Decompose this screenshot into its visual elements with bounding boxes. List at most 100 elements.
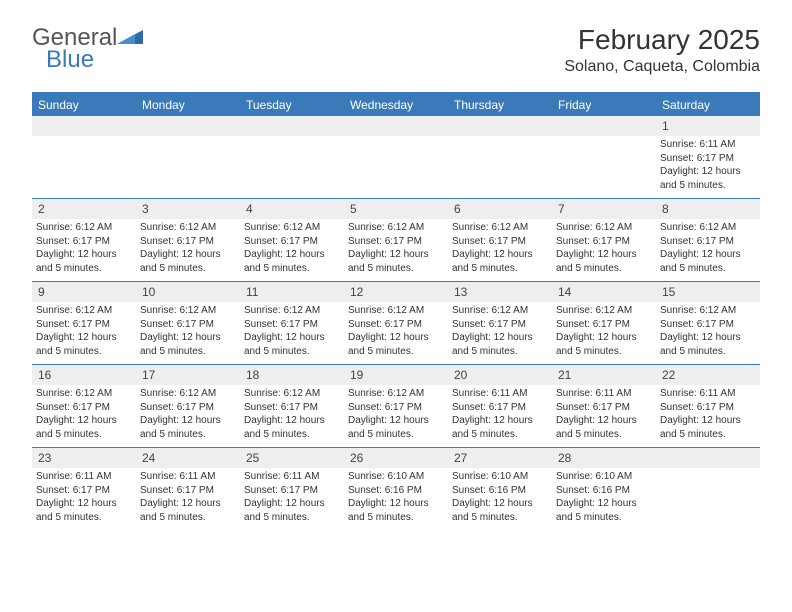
daylight-text: Daylight: 12 hours and 5 minutes. bbox=[556, 248, 652, 275]
day-cell: 12Sunrise: 6:12 AMSunset: 6:17 PMDayligh… bbox=[344, 282, 448, 364]
day-cell: 25Sunrise: 6:11 AMSunset: 6:17 PMDayligh… bbox=[240, 448, 344, 530]
title-block: February 2025 Solano, Caqueta, Colombia bbox=[564, 24, 760, 76]
day-cell bbox=[240, 116, 344, 198]
day-cell: 3Sunrise: 6:12 AMSunset: 6:17 PMDaylight… bbox=[136, 199, 240, 281]
day-number-row bbox=[32, 116, 136, 136]
sunset-text: Sunset: 6:17 PM bbox=[244, 484, 340, 498]
day-info: Sunrise: 6:11 AMSunset: 6:17 PMDaylight:… bbox=[556, 387, 652, 441]
sunset-text: Sunset: 6:17 PM bbox=[140, 484, 236, 498]
day-info: Sunrise: 6:12 AMSunset: 6:17 PMDaylight:… bbox=[140, 304, 236, 358]
day-info: Sunrise: 6:12 AMSunset: 6:17 PMDaylight:… bbox=[660, 221, 756, 275]
sunset-text: Sunset: 6:17 PM bbox=[660, 401, 756, 415]
day-cell: 6 Sunrise: 6:12 AMSunset: 6:17 PMDaylight… bbox=[448, 199, 552, 281]
sunrise-text: Sunrise: 6:12 AM bbox=[348, 221, 444, 235]
day-number-row: 21 bbox=[552, 365, 656, 385]
day-number: 5 bbox=[350, 202, 357, 216]
sunrise-text: Sunrise: 6:11 AM bbox=[36, 470, 132, 484]
daylight-text: Daylight: 12 hours and 5 minutes. bbox=[452, 414, 548, 441]
day-number: 7 bbox=[558, 202, 565, 216]
sunset-text: Sunset: 6:17 PM bbox=[660, 235, 756, 249]
daylight-text: Daylight: 12 hours and 5 minutes. bbox=[244, 497, 340, 524]
sunrise-text: Sunrise: 6:12 AM bbox=[244, 304, 340, 318]
day-number: 17 bbox=[142, 368, 155, 382]
weeks-container: 1Sunrise: 6:11 AMSunset: 6:17 PMDaylight… bbox=[32, 116, 760, 530]
day-info: Sunrise: 6:10 AMSunset: 6:16 PMDaylight:… bbox=[452, 470, 548, 524]
day-number bbox=[662, 451, 665, 465]
daylight-text: Daylight: 12 hours and 5 minutes. bbox=[660, 248, 756, 275]
day-cell bbox=[552, 116, 656, 198]
sunrise-text: Sunrise: 6:12 AM bbox=[348, 304, 444, 318]
day-cell bbox=[136, 116, 240, 198]
sunrise-text: Sunrise: 6:12 AM bbox=[140, 387, 236, 401]
sunrise-text: Sunrise: 6:12 AM bbox=[244, 221, 340, 235]
day-cell: 8 Sunrise: 6:12 AMSunset: 6:17 PMDaylight… bbox=[656, 199, 760, 281]
day-cell: 7 Sunrise: 6:12 AMSunset: 6:17 PMDaylight… bbox=[552, 199, 656, 281]
day-number-row: 18 bbox=[240, 365, 344, 385]
day-number: 6 bbox=[454, 202, 461, 216]
day-cell: 9Sunrise: 6:12 AMSunset: 6:17 PMDaylight… bbox=[32, 282, 136, 364]
day-cell: 10Sunrise: 6:12 AMSunset: 6:17 PMDayligh… bbox=[136, 282, 240, 364]
day-number-row: 26 bbox=[344, 448, 448, 468]
day-number bbox=[558, 119, 561, 133]
daylight-text: Daylight: 12 hours and 5 minutes. bbox=[452, 248, 548, 275]
day-number: 11 bbox=[246, 285, 258, 299]
day-cell: 19 Sunrise: 6:12 AMSunset: 6:17 PMDayligh… bbox=[344, 365, 448, 447]
day-number-row: 28 bbox=[552, 448, 656, 468]
sunrise-text: Sunrise: 6:12 AM bbox=[660, 304, 756, 318]
day-info: Sunrise: 6:12 AMSunset: 6:17 PMDaylight:… bbox=[244, 221, 340, 275]
day-cell: 21 Sunrise: 6:11 AMSunset: 6:17 PMDayligh… bbox=[552, 365, 656, 447]
day-number: 20 bbox=[454, 368, 467, 382]
day-number: 27 bbox=[454, 451, 467, 465]
day-number: 19 bbox=[350, 368, 363, 382]
day-number: 8 bbox=[662, 202, 669, 216]
day-number: 9 bbox=[38, 285, 45, 299]
sunset-text: Sunset: 6:17 PM bbox=[556, 401, 652, 415]
day-info: Sunrise: 6:12 AMSunset: 6:17 PMDaylight:… bbox=[348, 387, 444, 441]
sunrise-text: Sunrise: 6:12 AM bbox=[452, 221, 548, 235]
daylight-text: Daylight: 12 hours and 5 minutes. bbox=[348, 497, 444, 524]
sunrise-text: Sunrise: 6:12 AM bbox=[452, 304, 548, 318]
sunset-text: Sunset: 6:17 PM bbox=[556, 235, 652, 249]
sunset-text: Sunset: 6:17 PM bbox=[452, 235, 548, 249]
daylight-text: Daylight: 12 hours and 5 minutes. bbox=[348, 414, 444, 441]
day-number-row bbox=[344, 116, 448, 136]
day-header-row: SundayMondayTuesdayWednesdayThursdayFrid… bbox=[32, 94, 760, 116]
month-title: February 2025 bbox=[564, 24, 760, 56]
day-info: Sunrise: 6:12 AMSunset: 6:17 PMDaylight:… bbox=[556, 304, 652, 358]
day-cell bbox=[344, 116, 448, 198]
day-number-row bbox=[136, 116, 240, 136]
day-info: Sunrise: 6:12 AMSunset: 6:17 PMDaylight:… bbox=[452, 221, 548, 275]
day-number: 21 bbox=[558, 368, 571, 382]
sunset-text: Sunset: 6:17 PM bbox=[452, 401, 548, 415]
day-number bbox=[350, 119, 353, 133]
day-info: Sunrise: 6:11 AMSunset: 6:17 PMDaylight:… bbox=[660, 138, 756, 192]
day-number: 25 bbox=[246, 451, 259, 465]
day-number-row: 4 bbox=[240, 199, 344, 219]
sunrise-text: Sunrise: 6:12 AM bbox=[140, 304, 236, 318]
day-number-row: 22 bbox=[656, 365, 760, 385]
day-number-row: 7 bbox=[552, 199, 656, 219]
day-cell: 20Sunrise: 6:11 AMSunset: 6:17 PMDayligh… bbox=[448, 365, 552, 447]
daylight-text: Daylight: 12 hours and 5 minutes. bbox=[556, 414, 652, 441]
day-number: 22 bbox=[662, 368, 675, 382]
sunset-text: Sunset: 6:17 PM bbox=[244, 318, 340, 332]
day-number-row: 20 bbox=[448, 365, 552, 385]
day-info: Sunrise: 6:12 AMSunset: 6:17 PMDaylight:… bbox=[140, 387, 236, 441]
day-number-row bbox=[240, 116, 344, 136]
day-number bbox=[246, 119, 249, 133]
sunset-text: Sunset: 6:17 PM bbox=[452, 318, 548, 332]
sunset-text: Sunset: 6:17 PM bbox=[140, 401, 236, 415]
sunset-text: Sunset: 6:16 PM bbox=[556, 484, 652, 498]
week-row: 2Sunrise: 6:12 AMSunset: 6:17 PMDaylight… bbox=[32, 199, 760, 282]
day-number-row: 3 bbox=[136, 199, 240, 219]
day-number-row bbox=[552, 116, 656, 136]
day-number-row: 11 bbox=[240, 282, 344, 302]
day-number-row bbox=[656, 448, 760, 468]
day-number-row: 8 bbox=[656, 199, 760, 219]
daylight-text: Daylight: 12 hours and 5 minutes. bbox=[556, 497, 652, 524]
day-cell: 22 Sunrise: 6:11 AMSunset: 6:17 PMDayligh… bbox=[656, 365, 760, 447]
day-cell: 23Sunrise: 6:11 AMSunset: 6:17 PMDayligh… bbox=[32, 448, 136, 530]
sunrise-text: Sunrise: 6:11 AM bbox=[660, 387, 756, 401]
day-info: Sunrise: 6:12 AMSunset: 6:17 PMDaylight:… bbox=[556, 221, 652, 275]
daylight-text: Daylight: 12 hours and 5 minutes. bbox=[660, 414, 756, 441]
